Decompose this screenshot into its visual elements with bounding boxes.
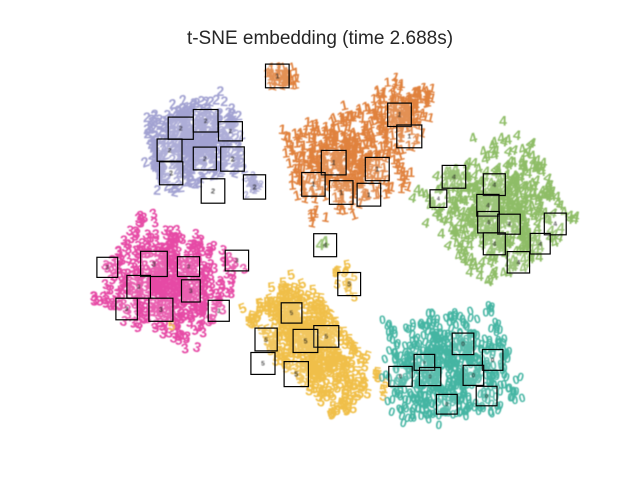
svg-text:1: 1 xyxy=(308,140,317,157)
svg-text:5: 5 xyxy=(318,297,326,313)
svg-text:0: 0 xyxy=(488,305,496,319)
svg-text:0: 0 xyxy=(410,409,417,423)
svg-text:4: 4 xyxy=(476,268,484,284)
svg-text:1: 1 xyxy=(367,192,371,199)
svg-text:1: 1 xyxy=(407,134,411,141)
svg-text:1: 1 xyxy=(311,116,320,133)
svg-text:2: 2 xyxy=(179,125,183,132)
svg-text:0: 0 xyxy=(428,374,431,380)
svg-text:3: 3 xyxy=(151,259,156,268)
svg-text:1: 1 xyxy=(375,166,379,173)
svg-text:1: 1 xyxy=(370,91,378,106)
svg-text:0: 0 xyxy=(418,316,425,330)
svg-text:2: 2 xyxy=(252,182,257,191)
svg-text:t-SNE embedding (time 2.688s): t-SNE embedding (time 2.688s) xyxy=(187,28,453,49)
svg-text:1: 1 xyxy=(424,94,433,110)
svg-text:1: 1 xyxy=(275,72,280,80)
svg-text:2: 2 xyxy=(203,132,212,148)
svg-text:3: 3 xyxy=(199,324,208,340)
svg-text:3: 3 xyxy=(189,288,193,295)
svg-text:0: 0 xyxy=(459,312,467,326)
svg-text:1: 1 xyxy=(380,85,388,100)
svg-text:1: 1 xyxy=(417,91,424,106)
svg-text:4: 4 xyxy=(492,241,496,248)
svg-text:3: 3 xyxy=(178,231,187,247)
svg-text:5: 5 xyxy=(294,370,299,379)
svg-text:5: 5 xyxy=(308,281,317,298)
svg-text:2: 2 xyxy=(229,129,233,135)
svg-text:5: 5 xyxy=(353,373,362,389)
svg-text:3: 3 xyxy=(166,234,175,250)
svg-text:0: 0 xyxy=(423,360,426,366)
svg-text:2: 2 xyxy=(203,156,207,163)
svg-text:5: 5 xyxy=(327,405,335,421)
svg-text:4: 4 xyxy=(499,113,507,129)
svg-text:3: 3 xyxy=(191,242,200,258)
svg-text:4: 4 xyxy=(413,181,421,197)
svg-text:2: 2 xyxy=(168,147,172,154)
svg-text:1: 1 xyxy=(311,181,315,189)
svg-text:3: 3 xyxy=(186,307,195,324)
svg-text:0: 0 xyxy=(485,394,489,400)
svg-text:3: 3 xyxy=(120,232,128,248)
svg-text:5: 5 xyxy=(261,361,265,368)
svg-text:3: 3 xyxy=(159,307,163,314)
svg-text:0: 0 xyxy=(500,377,507,391)
svg-text:4: 4 xyxy=(437,196,440,202)
svg-text:3: 3 xyxy=(90,288,99,304)
svg-text:1: 1 xyxy=(299,137,308,153)
